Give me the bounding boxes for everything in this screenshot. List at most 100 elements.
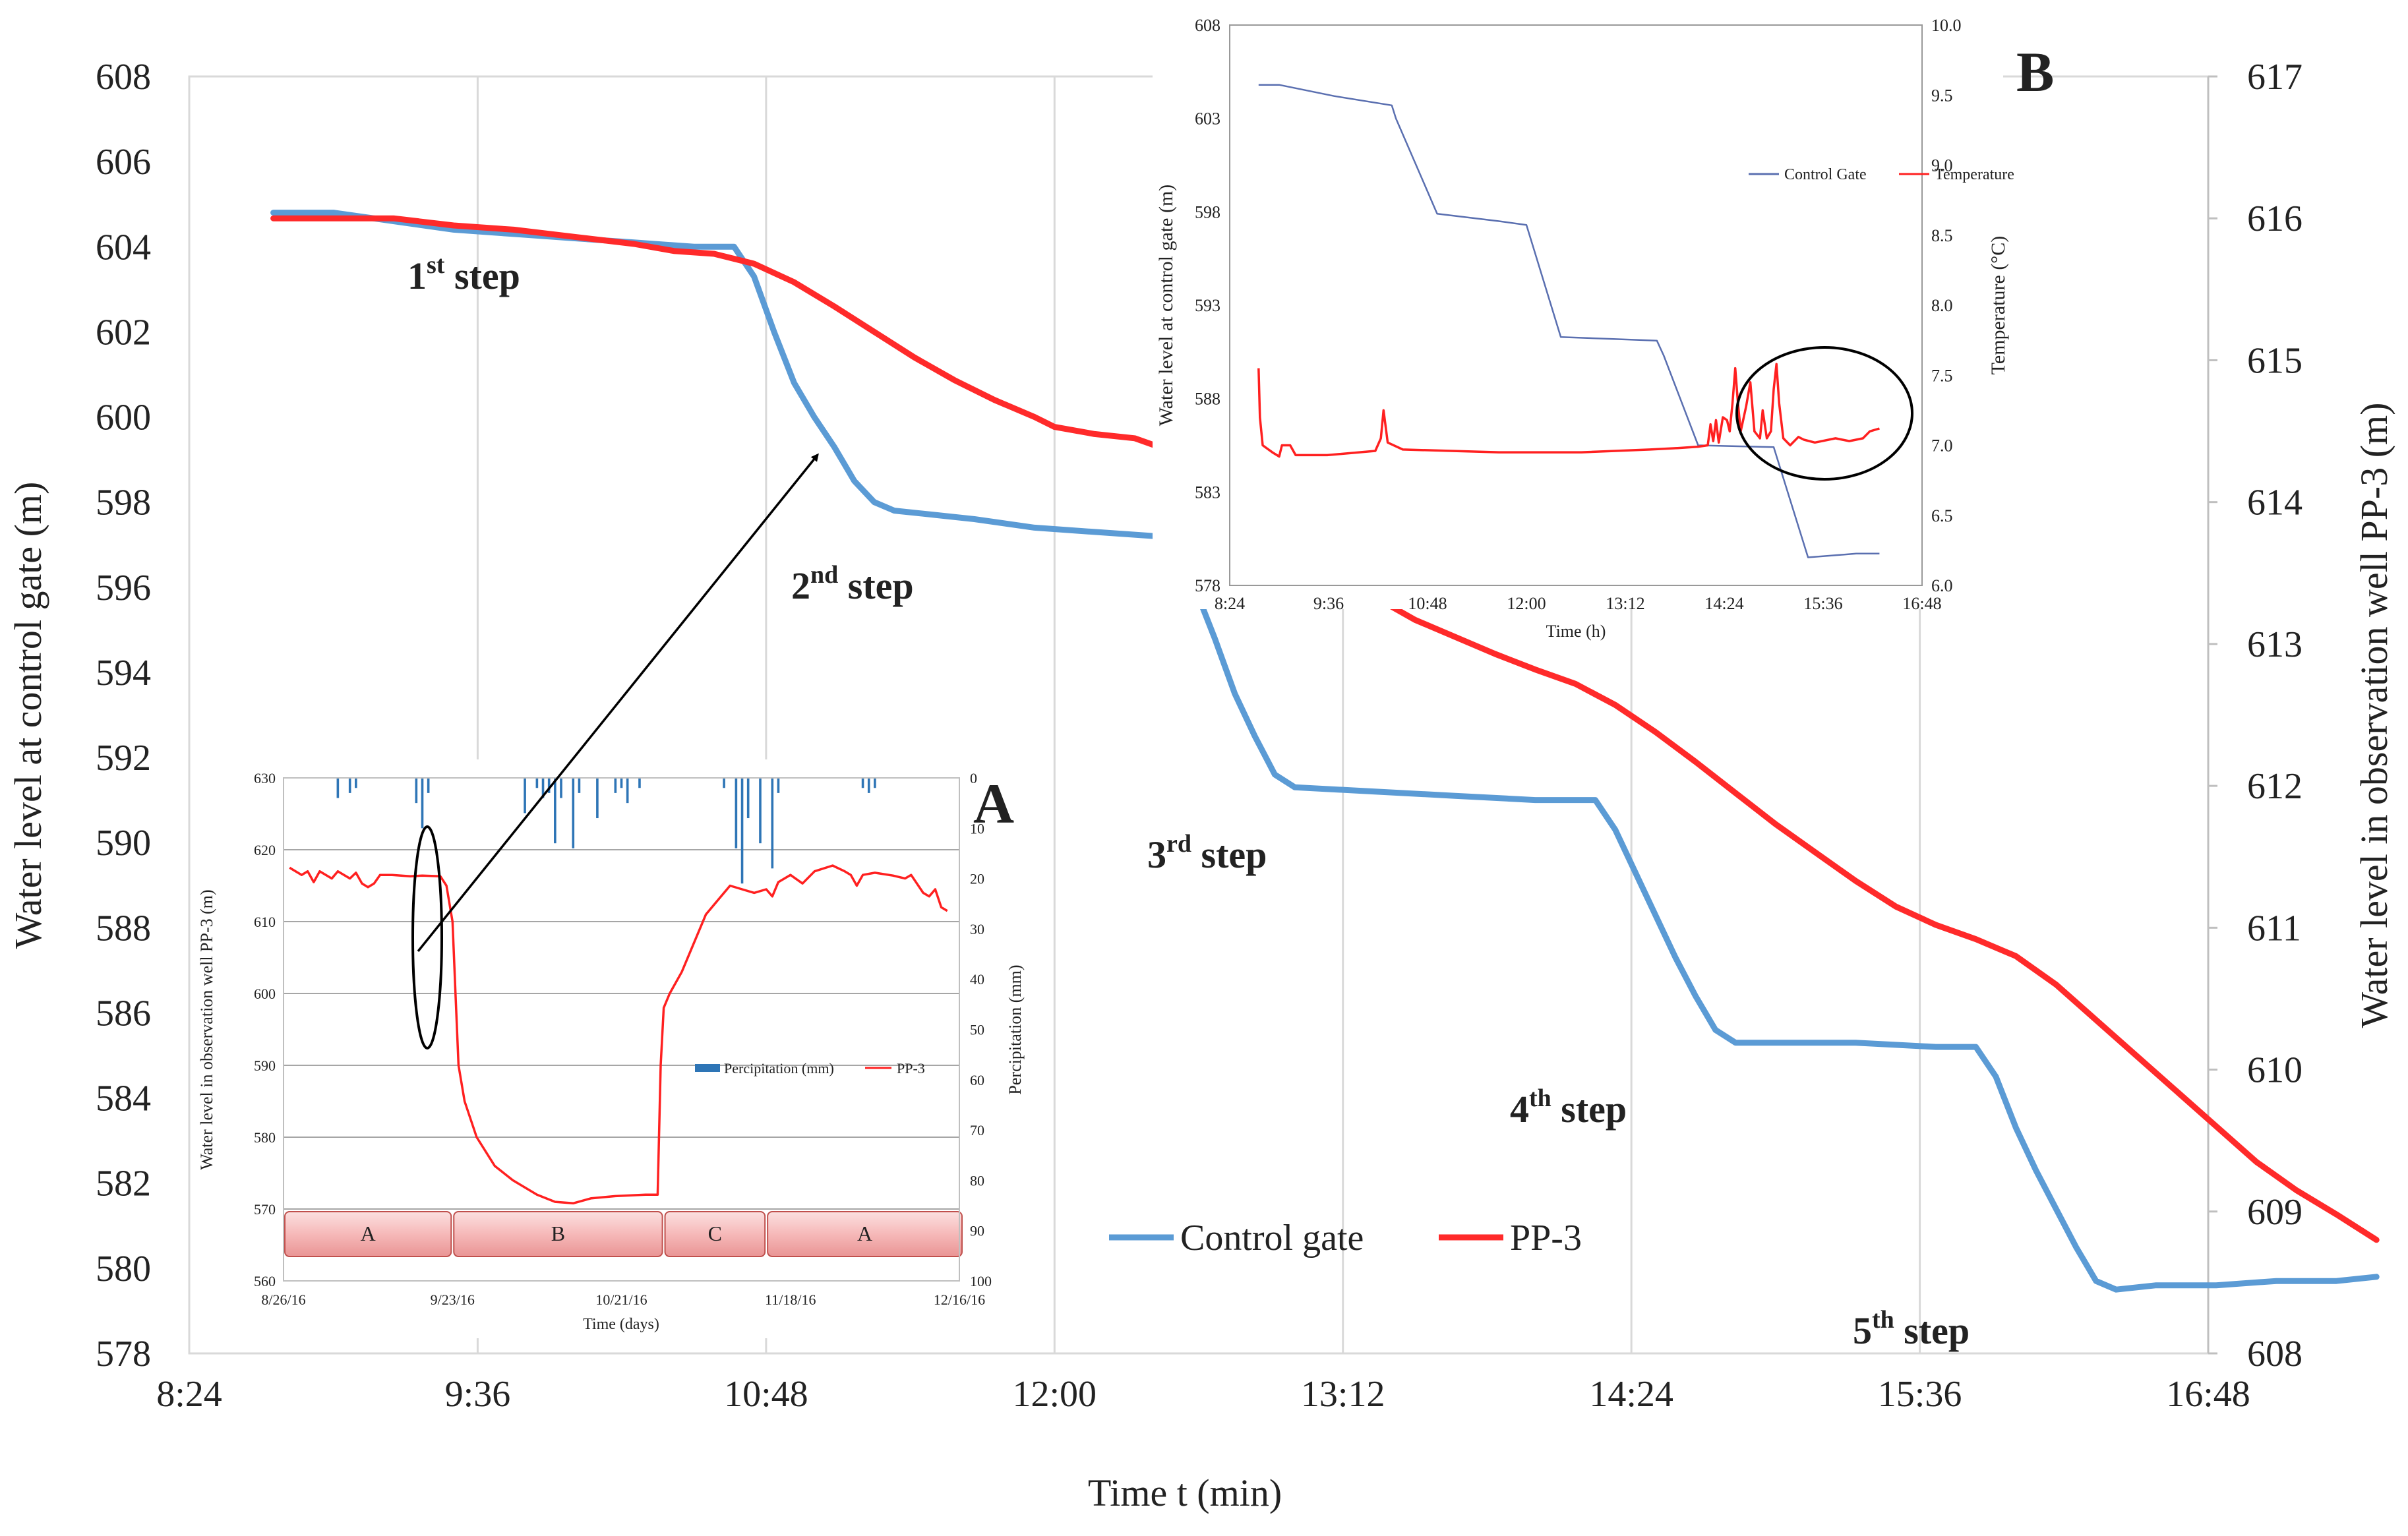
main-x-tick-label: 13:12 [1301, 1374, 1385, 1415]
main-y-tick-label: 582 [96, 1164, 151, 1204]
main-x-tick-label: 9:36 [445, 1374, 511, 1415]
inset-a-y2-tick-label: 100 [970, 1273, 992, 1289]
inset-b-x-tick-label: 16:48 [1902, 594, 1941, 613]
pointer-arrow [417, 453, 819, 953]
inset-a-x-tick-label: 11/18/16 [765, 1291, 816, 1308]
main-y-tick-label: 578 [96, 1334, 151, 1374]
inset-a-precip-bar [735, 778, 738, 848]
inset-a-precip-bar [547, 778, 551, 793]
inset-b-highlight-ellipse [1735, 346, 1913, 481]
inset-a-y2-tick-label: 60 [970, 1072, 984, 1088]
inset-b-y2-tick-label: 8.0 [1931, 296, 1953, 315]
inset-b-plot-frame [1229, 24, 1923, 586]
inset-b-x-tick-label: 13:12 [1606, 594, 1644, 613]
main-y2-axis-title: Water level in observation well PP-3 (m) [2353, 403, 2395, 1028]
inset-a-precip-bar [740, 778, 744, 884]
inset-a-phase-label: A [857, 1222, 872, 1245]
step-label-5: 5th step [1853, 1306, 1970, 1352]
inset-a-precip-bar [535, 778, 539, 788]
inset-b-y2-tick-label: 9.0 [1931, 156, 1953, 175]
main-y2-ticks: 608 609 610 611 612 613 614 615 616 617 [2208, 57, 2303, 1374]
inset-a-y2-ticks: 0 10 20 30 40 50 60 70 80 90 100 [970, 770, 992, 1289]
inset-a-y2-tick-label: 40 [970, 971, 984, 988]
main-y2-tick-label: 616 [2247, 198, 2303, 239]
main-y2-tick-label: 611 [2247, 908, 2301, 949]
inset-a-phase-label: C [708, 1222, 722, 1245]
inset-b-x-tick-label: 8:24 [1215, 594, 1245, 613]
inset-a-precip-bar [572, 778, 575, 848]
inset-b-background [1153, 12, 2003, 609]
inset-b-x-tick-label: 12:00 [1507, 594, 1546, 613]
main-y-tick-label: 596 [96, 568, 151, 608]
inset-a-precip-bar [614, 778, 617, 793]
inset-b-y-ticks: 578 583 588 593 598 603 608 [1195, 16, 1220, 595]
inset-a-y2-tick-label: 20 [970, 871, 984, 887]
inset-a-y-tick-label: 590 [254, 1057, 276, 1074]
inset-b-legend-label-temperature: Temperature [1935, 166, 2014, 183]
inset-a-y-tick-label: 570 [254, 1201, 276, 1218]
inset-a-phase-band [284, 1211, 452, 1257]
inset-b-y-tick-label: 598 [1195, 202, 1220, 222]
legend-label-pp3: PP-3 [1510, 1218, 1582, 1258]
inset-b-x-tick-label: 9:36 [1313, 594, 1344, 613]
inset-b-x-tick-label: 15:36 [1803, 594, 1842, 613]
inset-a-panel-label: A [973, 772, 1014, 835]
inset-a-precip-bar [348, 778, 351, 793]
inset-a-y2-tick-label: 80 [970, 1172, 984, 1189]
inset-a-precip-bar [746, 778, 750, 819]
inset-a-precip-bar [355, 778, 357, 788]
main-y2-tick-label: 610 [2247, 1050, 2303, 1091]
inset-a-plot-frame [283, 777, 960, 1282]
inset-a-precip-bar [421, 778, 424, 829]
inset-a-precip-bar [638, 778, 641, 788]
inset-a-y2-tick-label: 10 [970, 820, 984, 837]
main-y-tick-label: 586 [96, 993, 151, 1034]
inset-a-legend: Percipitation (mm) PP-3 [695, 1060, 925, 1077]
main-y2-tick-label: 608 [2247, 1334, 2303, 1374]
inset-a-x-ticks: 8/26/16 9/23/16 10/21/16 11/18/16 12/16/16 [261, 1291, 985, 1308]
main-x-tick-label: 10:48 [724, 1374, 808, 1415]
inset-a-phase-band [453, 1211, 663, 1257]
inset-a-highlight-ellipse [411, 825, 443, 1049]
inset-a-y-tick-label: 630 [254, 770, 276, 786]
main-y-tick-label: 594 [96, 653, 151, 694]
inset-b-y2-tick-label: 9.5 [1931, 86, 1953, 105]
inset-a-legend-label-pp3: PP-3 [897, 1060, 925, 1077]
inset-b-y-tick-label: 578 [1195, 576, 1220, 595]
inset-a-precip-bar [336, 778, 340, 798]
main-x-tick-label: 16:48 [2166, 1374, 2250, 1415]
main-y2-tick-label: 612 [2247, 766, 2303, 807]
inset-a-x-tick-label: 8/26/16 [261, 1291, 305, 1308]
inset-b-control-gate-line [1258, 84, 1880, 558]
inset-a-precipitation-bars [336, 778, 876, 884]
inset-b-y-axis-title: Water level at control gate (m) [1155, 185, 1177, 427]
main-y-tick-label: 600 [96, 398, 151, 438]
main-y-tick-label: 602 [96, 312, 151, 353]
inset-a-precip-bar [554, 778, 557, 844]
inset-a-precip-bar [759, 778, 762, 844]
main-y-tick-label: 598 [96, 483, 151, 523]
main-x-axis-title: Time t (min) [1088, 1471, 1282, 1514]
step-label-2: 2nd step [791, 561, 914, 607]
main-legend: Control gate PP-3 [1109, 1218, 1582, 1258]
inset-a-y-axis-title: Water level in observation well PP-3 (m) [197, 889, 216, 1169]
main-y-tick-label: 592 [96, 738, 151, 779]
inset-a-pp3-path [289, 864, 948, 1205]
inset-a-precip-bar [771, 778, 774, 869]
inset-a-precip-bar [596, 778, 599, 819]
inset-a-precip-bar [427, 778, 430, 793]
inset-b-series [1257, 84, 1880, 558]
inset-a-precip-bar [415, 778, 418, 804]
inset-a-y-tick-label: 580 [254, 1129, 276, 1146]
inset-a-precip-bar [861, 778, 864, 788]
inset-b-y-tick-label: 583 [1195, 483, 1220, 502]
series-control-gate-line [270, 210, 2380, 1293]
inset-b-y2-tick-label: 6.5 [1931, 506, 1953, 525]
inset-a-y2-tick-label: 90 [970, 1223, 984, 1239]
inset-b-y2-tick-label: 10.0 [1931, 16, 1962, 35]
main-x-tick-label: 12:00 [1013, 1374, 1097, 1415]
inset-a-precip-bar [874, 778, 876, 788]
inset-b-y2-tick-label: 8.5 [1931, 226, 1953, 245]
main-y-tick-label: 590 [96, 823, 151, 864]
